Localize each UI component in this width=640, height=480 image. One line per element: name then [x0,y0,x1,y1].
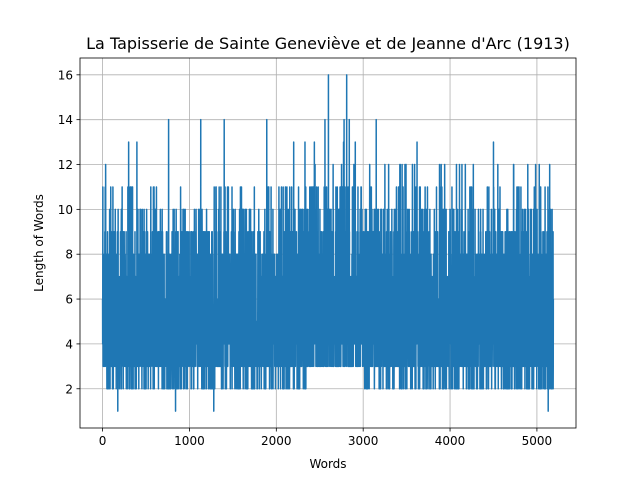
y-tick-label: 12 [58,158,73,172]
x-axis-ticks: 0 1000 2000 3000 4000 5000 [99,428,552,448]
y-tick-label: 8 [65,248,73,262]
y-axis-label: Length of Words [32,194,46,292]
y-tick-label: 6 [65,293,73,307]
x-tick-label: 4000 [435,434,466,448]
y-tick-label: 10 [58,203,73,217]
y-tick-label: 16 [58,68,73,82]
x-tick-label: 0 [99,434,107,448]
y-tick-label: 2 [65,382,73,396]
x-tick-label: 5000 [522,434,553,448]
series-line [101,74,555,412]
x-tick-label: 3000 [348,434,379,448]
y-axis-ticks: 2 4 6 8 10 12 14 16 [58,68,80,396]
x-tick-label: 2000 [261,434,292,448]
plot-frame [79,57,577,429]
y-tick-label: 14 [58,113,73,127]
y-tick-label: 4 [65,337,73,351]
x-tick-label: 1000 [174,434,205,448]
series-word-length [101,74,555,412]
x-axis-label: Words [309,457,346,471]
chart-title: La Tapisserie de Sainte Geneviève et de … [86,34,570,53]
